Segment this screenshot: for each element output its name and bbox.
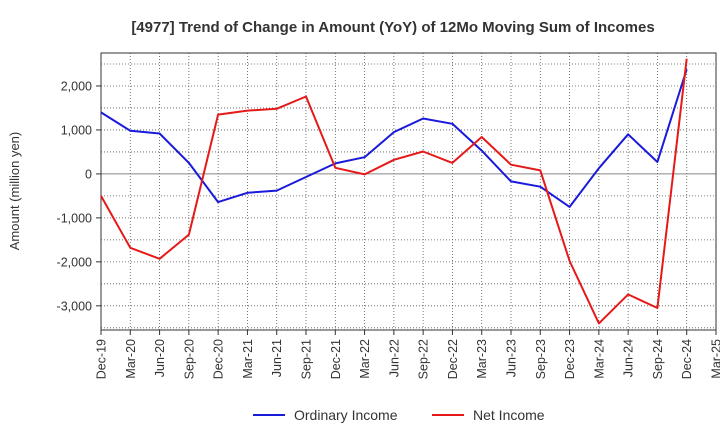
x-tick-label: Mar-25 — [710, 339, 720, 379]
x-tick-label: Sep-20 — [182, 339, 196, 379]
x-tick-label: Dec-19 — [95, 339, 109, 379]
x-tick-label: Dec-22 — [446, 339, 460, 379]
y-tick-label: -3,000 — [57, 299, 92, 313]
legend: Ordinary Income Net Income — [253, 407, 545, 423]
x-tick-label: Mar-20 — [124, 339, 138, 379]
chart-title: [4977] Trend of Change in Amount (YoY) o… — [131, 19, 654, 36]
y-tick-label: 0 — [85, 167, 92, 181]
x-tick-label: Dec-20 — [212, 339, 226, 379]
x-tick-label: Jun-24 — [622, 339, 636, 377]
x-tick-label: Jun-20 — [153, 339, 167, 377]
x-tick-label: Jun-22 — [387, 339, 401, 377]
plot-border — [100, 52, 717, 331]
plot-area — [101, 53, 716, 330]
x-tick-label: Sep-24 — [651, 339, 665, 379]
legend-label-net-income: Net Income — [473, 407, 545, 423]
x-tick-label: Sep-21 — [300, 339, 314, 379]
x-tick-label: Dec-24 — [680, 339, 694, 379]
series-line-ordinary-income — [100, 68, 688, 208]
x-tick-label: Jun-23 — [505, 339, 519, 377]
x-tick-label: Mar-23 — [475, 339, 489, 379]
y-tick-label: -2,000 — [57, 255, 92, 269]
x-tick-label: Sep-23 — [534, 339, 548, 379]
x-tick-label: Mar-21 — [241, 339, 255, 379]
x-tick-label: Sep-22 — [417, 339, 431, 379]
legend-label-ordinary-income: Ordinary Income — [294, 407, 398, 423]
y-axis-label: Amount (million yen) — [7, 132, 22, 251]
x-tick-label: Mar-22 — [358, 339, 372, 379]
x-tick-label: Jun-21 — [270, 339, 284, 377]
y-tick-label: 1,000 — [61, 123, 92, 137]
series-group — [100, 58, 688, 325]
y-tick-label: 2,000 — [61, 79, 92, 93]
x-tick-label: Dec-21 — [329, 339, 343, 379]
y-tick-label: -1,000 — [57, 211, 92, 225]
axes: 2,000 1,000 0 -1,000 -2,000 -3,000 Dec-19 Mar-2… — [57, 52, 720, 379]
x-tick-label: Mar-24 — [592, 339, 606, 379]
x-tick-label: Dec-23 — [563, 339, 577, 379]
series-line-net-income — [100, 58, 688, 325]
